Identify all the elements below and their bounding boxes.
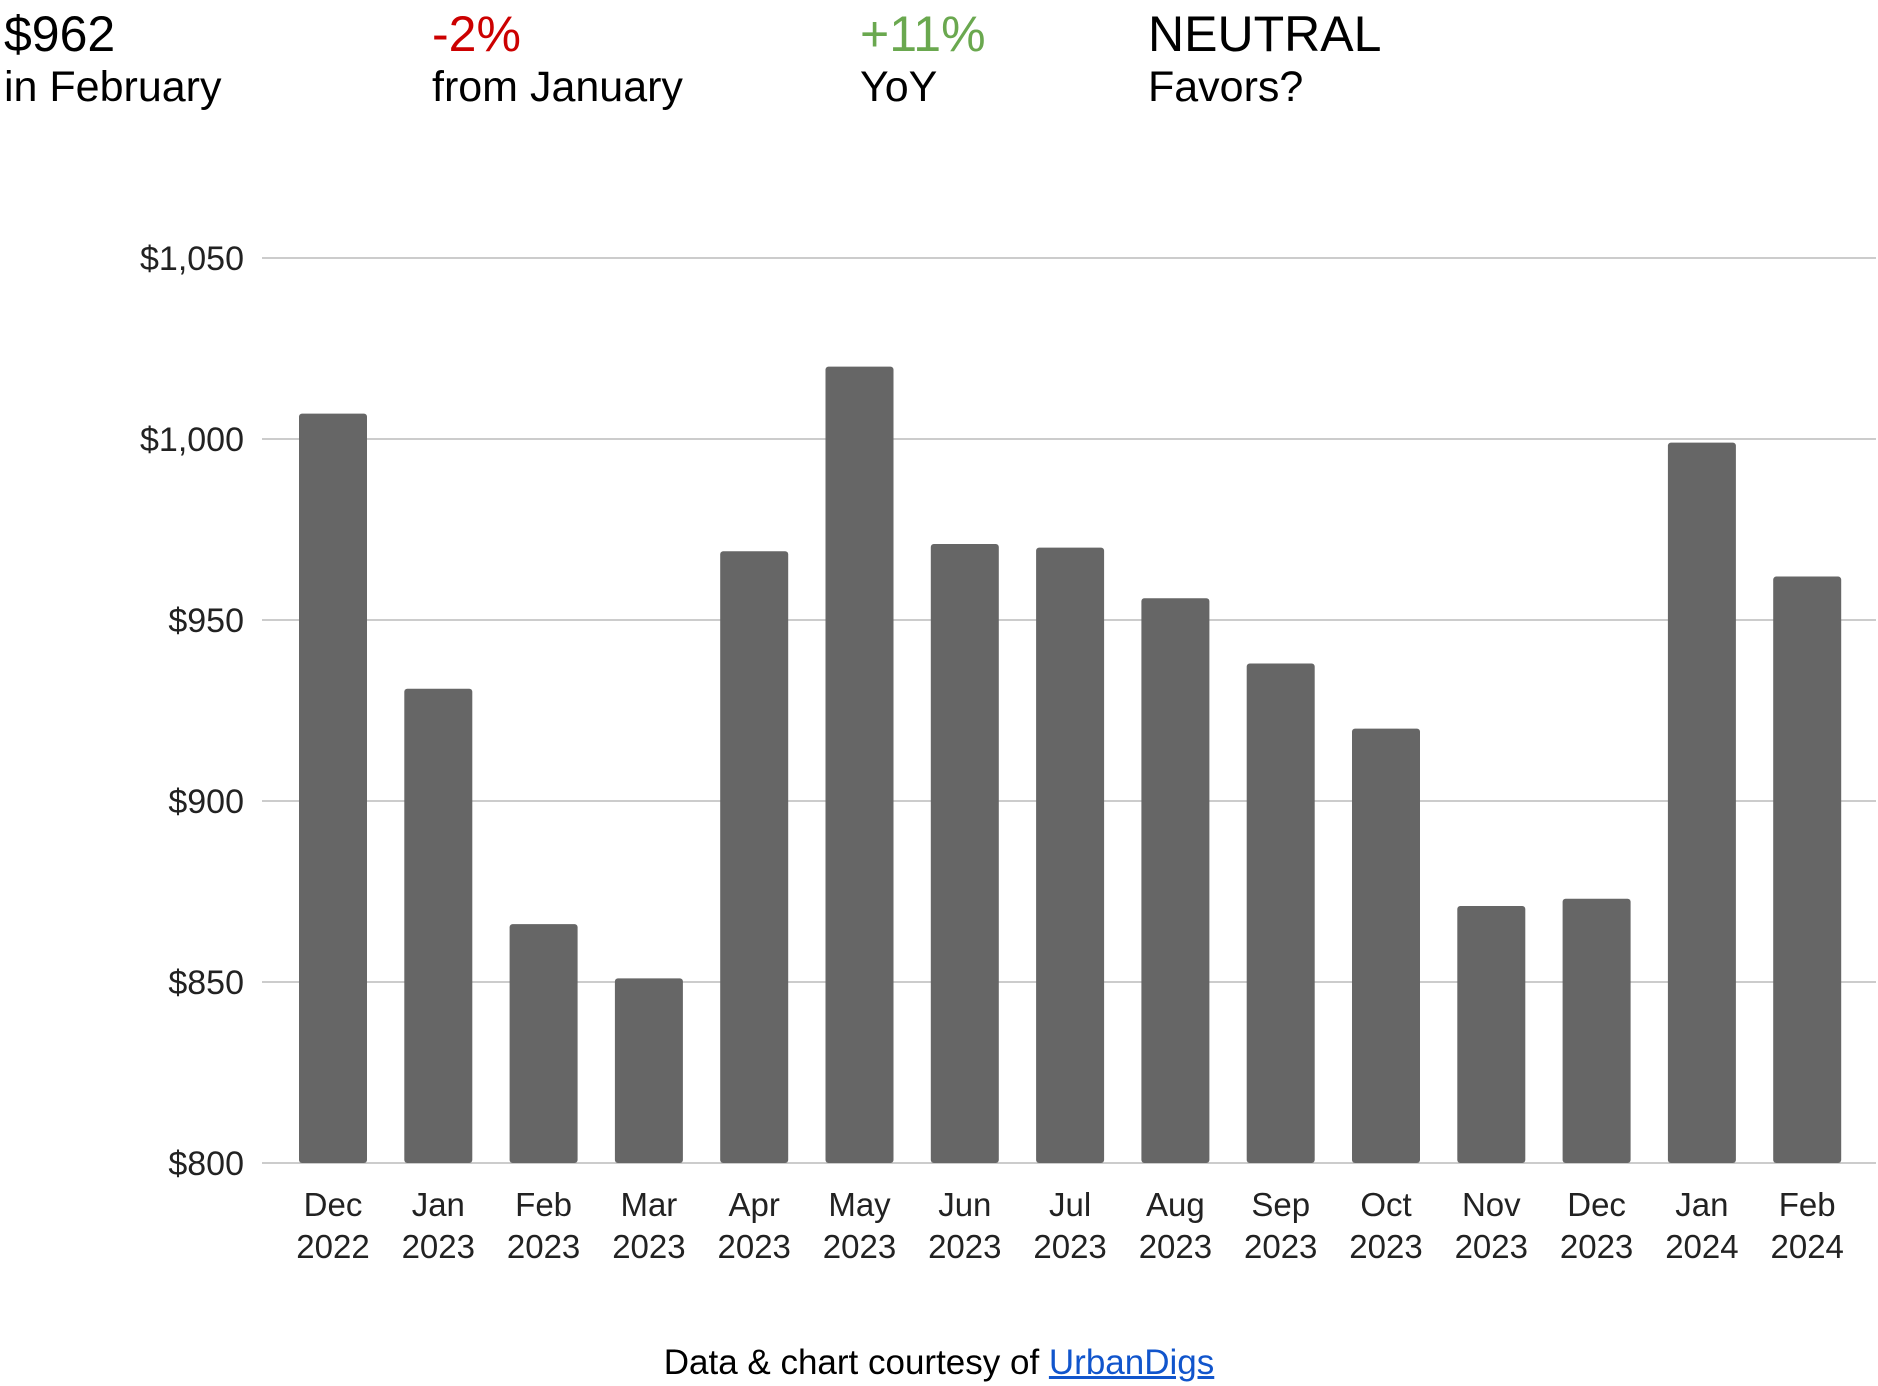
x-tick-label-month: Dec	[304, 1186, 363, 1223]
x-tick-label-year: 2023	[402, 1228, 475, 1265]
x-tick-label-month: Nov	[1462, 1186, 1521, 1223]
bar	[825, 366, 894, 1164]
stat-caption: Favors?	[1148, 63, 1304, 111]
x-tick-label-month: Jan	[412, 1186, 465, 1223]
x-tick-label-month: Jun	[938, 1186, 991, 1223]
bar	[1141, 598, 1210, 1163]
x-tick-label-year: 2023	[1033, 1228, 1106, 1265]
bar	[1352, 728, 1420, 1163]
footer-credit: Data & chart courtesy of UrbanDigs	[0, 1341, 1878, 1385]
x-tick-label-month: Apr	[729, 1186, 780, 1223]
y-tick-label: $850	[168, 964, 244, 1002]
bar	[1246, 663, 1315, 1163]
x-tick-label-year: 2023	[717, 1228, 790, 1265]
x-tick-label-month: Aug	[1146, 1186, 1205, 1223]
bar	[299, 413, 367, 1163]
x-tick-label-year: 2024	[1665, 1228, 1738, 1265]
bar	[1773, 576, 1842, 1163]
bar	[930, 543, 999, 1163]
x-tick-label-year: 2023	[823, 1228, 896, 1265]
y-tick-label: $1,050	[140, 240, 244, 278]
y-tick-label: $800	[168, 1145, 244, 1183]
stat-value: +11%	[860, 6, 986, 62]
x-tick-label-month: Feb	[515, 1186, 572, 1223]
stat-caption: from January	[432, 63, 683, 111]
x-tick-label-month: Oct	[1360, 1186, 1411, 1223]
bar-chart: $800 $850 $900 $950 $1,000 $1,050 Dec 2022 Jan 20…	[140, 240, 1876, 1265]
x-tick-label-year: 2023	[1455, 1228, 1528, 1265]
bar	[1036, 547, 1105, 1163]
stat-monthly-change: -2% from January	[432, 6, 683, 112]
stat-value: $962	[4, 6, 116, 62]
x-tick-label-month: Jan	[1675, 1186, 1728, 1223]
footer-text: Data & chart courtesy of	[663, 1343, 1049, 1382]
x-tick-label-month: May	[828, 1186, 891, 1223]
x-tick-label-month: Jul	[1049, 1186, 1091, 1223]
bar	[614, 978, 683, 1163]
x-tick-label-year: 2023	[928, 1228, 1001, 1265]
stat-value: NEUTRAL	[1148, 6, 1382, 62]
y-tick-label: $900	[168, 783, 244, 821]
stat-sentiment: NEUTRAL Favors?	[1148, 6, 1381, 112]
x-tick-label-year: 2023	[1560, 1228, 1633, 1265]
y-tick-label: $950	[168, 602, 244, 640]
stat-yoy-change: +11% YoY	[860, 6, 986, 112]
stat-value: -2%	[432, 6, 521, 62]
stat-caption: YoY	[860, 63, 938, 111]
urbandigs-link[interactable]: UrbanDigs	[1048, 1343, 1215, 1382]
x-tick-label-year: 2023	[1244, 1228, 1317, 1265]
x-tick-label-month: Feb	[1779, 1186, 1836, 1223]
x-tick-label-year: 2024	[1770, 1228, 1843, 1265]
x-tick-label-month: Mar	[620, 1186, 677, 1223]
x-tick-label-month: Dec	[1567, 1186, 1626, 1223]
x-tick-label-year: 2023	[612, 1228, 685, 1265]
bar	[1457, 905, 1526, 1163]
bar	[1562, 898, 1631, 1163]
bar	[720, 551, 789, 1163]
stat-caption: in February	[4, 63, 222, 111]
x-tick-label-year: 2023	[507, 1228, 580, 1265]
bar	[1667, 442, 1736, 1163]
x-tick-label-year: 2023	[1139, 1228, 1212, 1265]
bar	[509, 924, 578, 1163]
x-tick-label-year: 2022	[296, 1228, 369, 1265]
bar	[404, 688, 473, 1163]
x-tick-label-year: 2023	[1349, 1228, 1422, 1265]
x-tick-label-month: Sep	[1251, 1186, 1310, 1223]
stat-current-value: $962 in February	[4, 6, 221, 112]
y-tick-label: $1,000	[140, 421, 244, 459]
